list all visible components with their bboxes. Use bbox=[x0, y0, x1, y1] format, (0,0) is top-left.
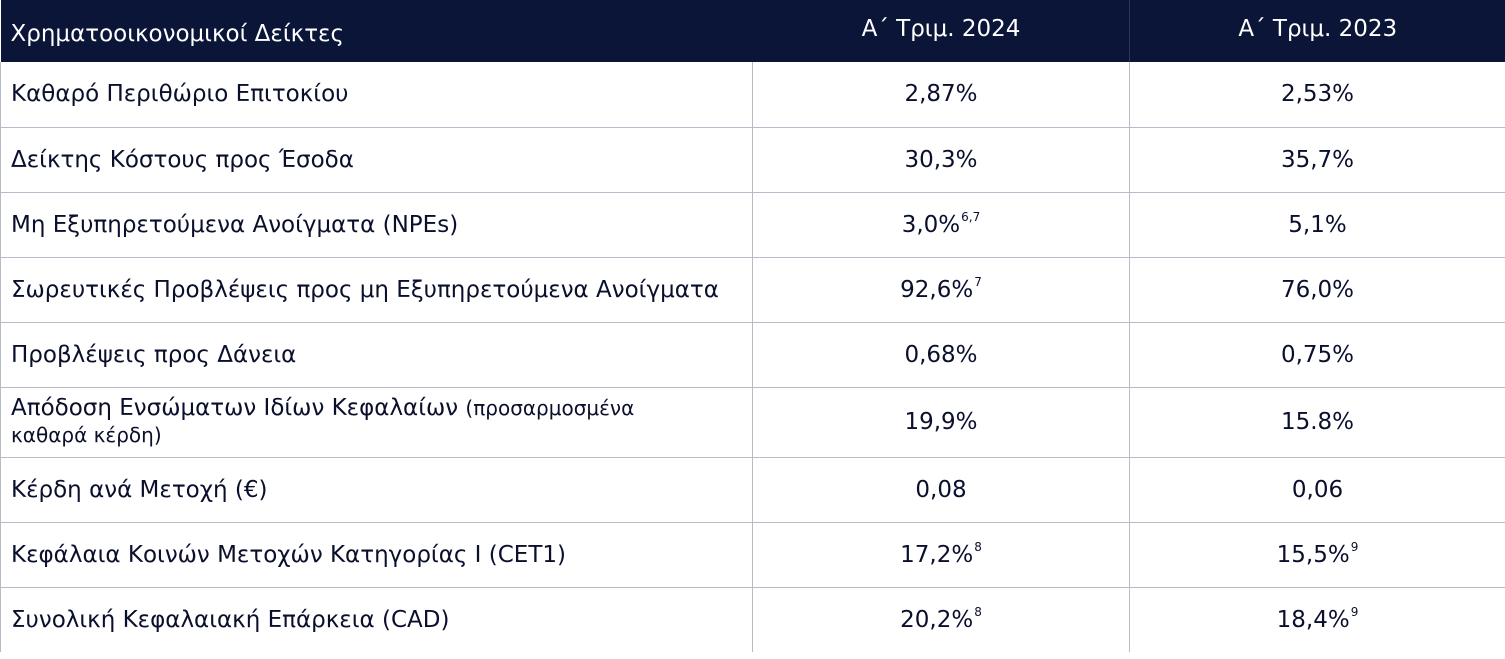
value-2024: 0,68% bbox=[752, 322, 1130, 388]
table-row: Συνολική Κεφαλαιακή Επάρκεια (CAD) 20,2%… bbox=[0, 587, 1505, 652]
header-q1-2024: Α΄ Τριμ. 2024 bbox=[752, 0, 1130, 62]
value-2024: 92,6%7 bbox=[752, 257, 1130, 323]
row-label: Συνολική Κεφαλαιακή Επάρκεια (CAD) bbox=[0, 587, 753, 652]
table-row: Μη Εξυπηρετούμενα Ανοίγματα (NPEs) 3,0%6… bbox=[0, 192, 1505, 258]
row-label: Κέρδη ανά Μετοχή (€) bbox=[0, 457, 753, 523]
value-2024: 19,9% bbox=[752, 387, 1130, 458]
header-indicators: Χρηματοοικονομικοί Δείκτες bbox=[0, 0, 753, 62]
table-row: Κέρδη ανά Μετοχή (€) 0,08 0,06 bbox=[0, 457, 1505, 523]
value-2024: 0,08 bbox=[752, 457, 1130, 523]
table-row: Σωρευτικές Προβλέψεις προς μη Εξυπηρετού… bbox=[0, 257, 1505, 323]
row-label: Μη Εξυπηρετούμενα Ανοίγματα (NPEs) bbox=[0, 192, 753, 258]
table-row: Προβλέψεις προς Δάνεια 0,68% 0,75% bbox=[0, 322, 1505, 388]
footnote-marker: 6,7 bbox=[961, 209, 981, 224]
value-2024: 2,87% bbox=[752, 62, 1130, 128]
footnote-marker: 8 bbox=[974, 539, 982, 554]
value-2023: 2,53% bbox=[1129, 62, 1505, 128]
value-2024: 30,3% bbox=[752, 127, 1130, 193]
value-2023: 15,5%9 bbox=[1129, 522, 1505, 588]
value-2023: 15.8% bbox=[1129, 387, 1505, 458]
footnote-marker: 7 bbox=[974, 274, 982, 289]
row-label: Κεφάλαια Κοινών Μετοχών Κατηγορίας Ι (CE… bbox=[0, 522, 753, 588]
value-2024: 20,2%8 bbox=[752, 587, 1130, 652]
value-2023: 76,0% bbox=[1129, 257, 1505, 323]
value-2023: 18,4%9 bbox=[1129, 587, 1505, 652]
footnote-marker: 9 bbox=[1350, 539, 1359, 554]
table-row: Καθαρό Περιθώριο Επιτοκίου 2,87% 2,53% bbox=[0, 62, 1505, 128]
value-2024: 17,2%8 bbox=[752, 522, 1130, 588]
value-2024: 3,0%6,7 bbox=[752, 192, 1130, 258]
footnote-marker: 8 bbox=[974, 604, 982, 619]
row-label: Δείκτης Κόστους προς Έσοδα bbox=[0, 127, 753, 193]
table-row: Απόδοση Ενσώματων Ιδίων Κεφαλαίων (προσα… bbox=[0, 387, 1505, 458]
value-2023: 5,1% bbox=[1129, 192, 1505, 258]
table-row: Κεφάλαια Κοινών Μετοχών Κατηγορίας Ι (CE… bbox=[0, 522, 1505, 588]
row-label: Απόδοση Ενσώματων Ιδίων Κεφαλαίων (προσα… bbox=[0, 387, 753, 458]
row-label: Προβλέψεις προς Δάνεια bbox=[0, 322, 753, 388]
header-q1-2023: Α΄ Τριμ. 2023 bbox=[1129, 0, 1505, 62]
row-label: Σωρευτικές Προβλέψεις προς μη Εξυπηρετού… bbox=[0, 257, 753, 323]
table-row: Δείκτης Κόστους προς Έσοδα 30,3% 35,7% bbox=[0, 127, 1505, 193]
value-2023: 0,75% bbox=[1129, 322, 1505, 388]
value-2023: 0,06 bbox=[1129, 457, 1505, 523]
table-header-row: Χρηματοοικονομικοί Δείκτες Α΄ Τριμ. 2024… bbox=[0, 0, 1505, 62]
row-label: Καθαρό Περιθώριο Επιτοκίου bbox=[0, 62, 753, 128]
value-2023: 35,7% bbox=[1129, 127, 1505, 193]
footnote-marker: 9 bbox=[1350, 604, 1359, 619]
